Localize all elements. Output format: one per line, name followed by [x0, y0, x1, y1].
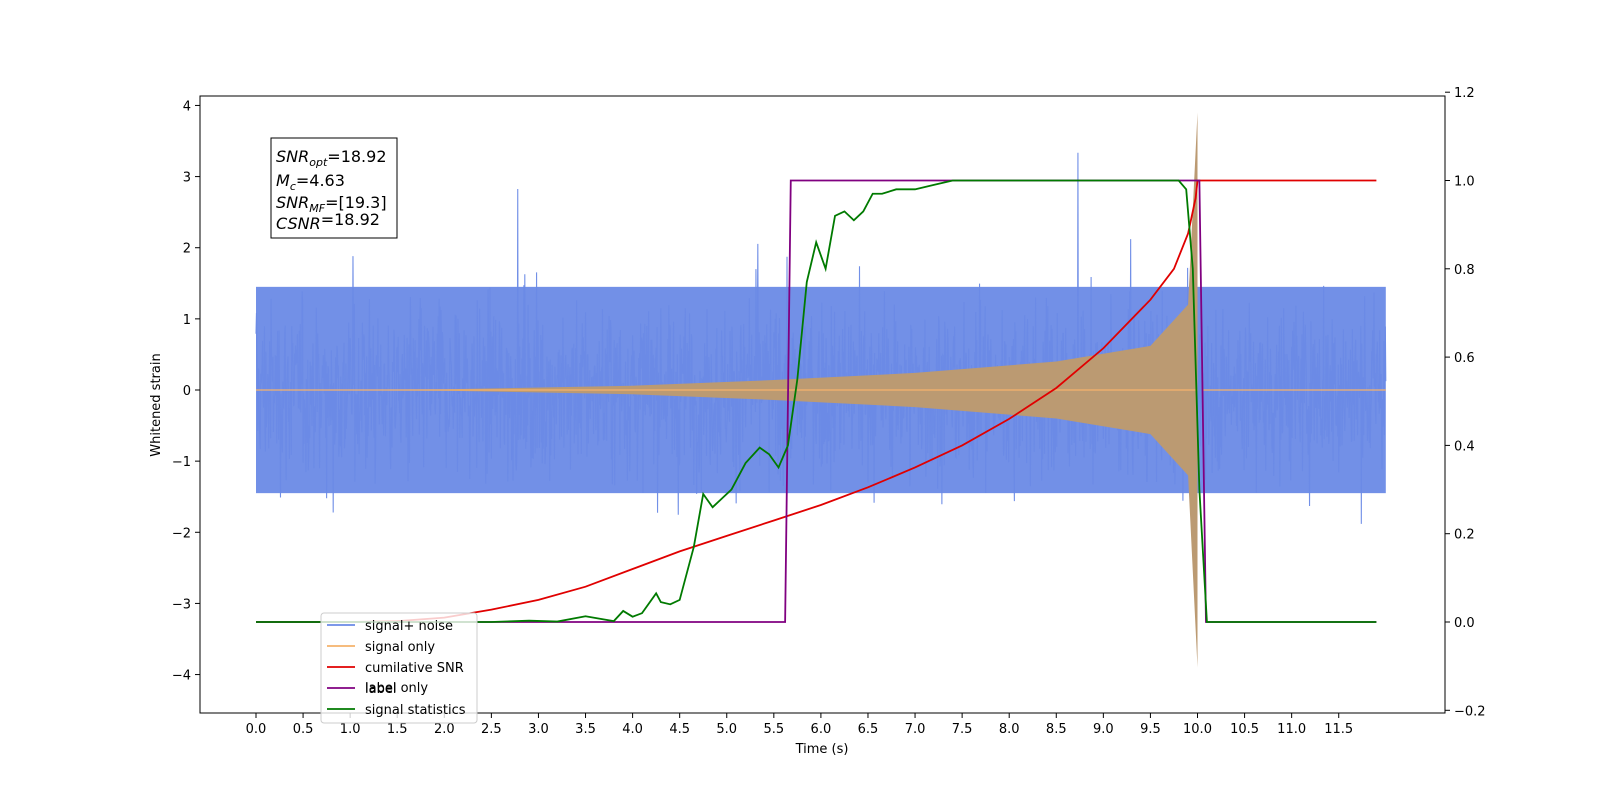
- y-axis-right: 1.2 1.0 0.8 0.6 0.4 0.2 0.0 −0.2: [1445, 86, 1486, 719]
- x-tick-label: 9.5: [1140, 722, 1161, 737]
- annotation-line-mc: Mc=4.63: [276, 171, 345, 193]
- x-tick-label: 8.0: [999, 722, 1020, 737]
- x-tick-label: 1.5: [387, 722, 408, 737]
- legend-label: cumilative SNR: [365, 661, 464, 676]
- annotation-line-csnr: CSNR=18.92: [276, 210, 380, 233]
- x-tick-label: 4.5: [669, 722, 690, 737]
- x-tick-label: 4.0: [622, 722, 643, 737]
- annotation-box: SNRopt=18.92 Mc=4.63 SNRMF=[19.3] CSNR=1…: [270, 137, 398, 239]
- annotation-line-snr-opt: SNRopt=18.92: [276, 147, 387, 169]
- x-tick-label: 6.0: [811, 722, 832, 737]
- y-right-tick-label: 0.8: [1454, 263, 1475, 278]
- annotation-frame: [270, 137, 398, 239]
- y-axis-left: 4 3 2 1 0 −1 −2 −3 −4: [172, 99, 200, 684]
- x-tick-label: 8.5: [1046, 722, 1067, 737]
- y-right-tick-label: 0.0: [1454, 616, 1475, 631]
- x-tick-label: 2.0: [434, 722, 455, 737]
- x-tick-label: 5.0: [716, 722, 737, 737]
- x-tick-label: 3.5: [575, 722, 596, 737]
- y-right-tick-label: 1.0: [1454, 175, 1475, 190]
- x-tick-label: 3.0: [528, 722, 549, 737]
- y-axis-title: Whitened strain: [149, 353, 164, 456]
- legend-label: label: [365, 682, 396, 697]
- legend-frame: [320, 612, 478, 724]
- x-tick-label: 11.5: [1324, 722, 1353, 737]
- y-right-tick-label: 0.6: [1454, 351, 1475, 366]
- y-left-tick-label: 4: [183, 99, 191, 114]
- x-tick-label: 0.0: [246, 722, 267, 737]
- x-tick-label: 10.0: [1183, 722, 1212, 737]
- y-left-tick-label: 1: [183, 313, 191, 328]
- series-layer: [255, 112, 1387, 668]
- series-line-signal-statistics: [256, 179, 1377, 623]
- y-left-tick-label: 2: [183, 242, 191, 257]
- x-tick-label: 6.5: [858, 722, 879, 737]
- x-tick-label: 10.5: [1230, 722, 1259, 737]
- y-left-tick-label: −3: [172, 597, 191, 612]
- y-right-tick-label: 0.4: [1454, 439, 1475, 454]
- x-tick-label: 7.5: [952, 722, 973, 737]
- x-axis: 0.0 0.5 1.0 1.5 2.0 2.5 3.0 3.5 4.0 4.5 5.0 5.5 6.0 6…: [246, 713, 1353, 737]
- legend: label only signal+ noise signal only cumil…: [320, 612, 478, 724]
- series-line-cumilative-snr: [256, 179, 1377, 623]
- y-right-tick-label: 0.2: [1454, 528, 1475, 543]
- x-tick-label: 7.0: [905, 722, 926, 737]
- x-tick-label: 9.0: [1093, 722, 1114, 737]
- legend-label: signal+ noise: [365, 619, 453, 634]
- x-tick-label: 11.0: [1277, 722, 1306, 737]
- x-tick-label: 5.5: [763, 722, 784, 737]
- x-tick-label: 2.5: [481, 722, 502, 737]
- legend-label: signal only: [365, 640, 435, 655]
- x-tick-label: 0.5: [293, 722, 314, 737]
- y-left-tick-label: 0: [183, 384, 191, 399]
- legend-label: signal statistics: [365, 703, 466, 718]
- y-right-tick-label: 1.2: [1454, 86, 1475, 101]
- y-left-tick-label: −4: [172, 669, 191, 684]
- annotation-line-snr-mf: SNRMF=[19.3]: [276, 193, 387, 215]
- x-tick-label: 1.0: [340, 722, 361, 737]
- legend-entries: signal+ noise signal only cumilative SNR la…: [327, 619, 466, 718]
- y-right-tick-label: −0.2: [1454, 704, 1486, 719]
- y-left-tick-label: −1: [172, 455, 191, 470]
- y-left-tick-label: 3: [183, 171, 191, 186]
- y-left-tick-label: −2: [172, 526, 191, 541]
- plot-area-frame: [199, 95, 1446, 714]
- legend-ghost-text: label only: [365, 681, 428, 696]
- x-axis-title: Time (s): [795, 742, 849, 757]
